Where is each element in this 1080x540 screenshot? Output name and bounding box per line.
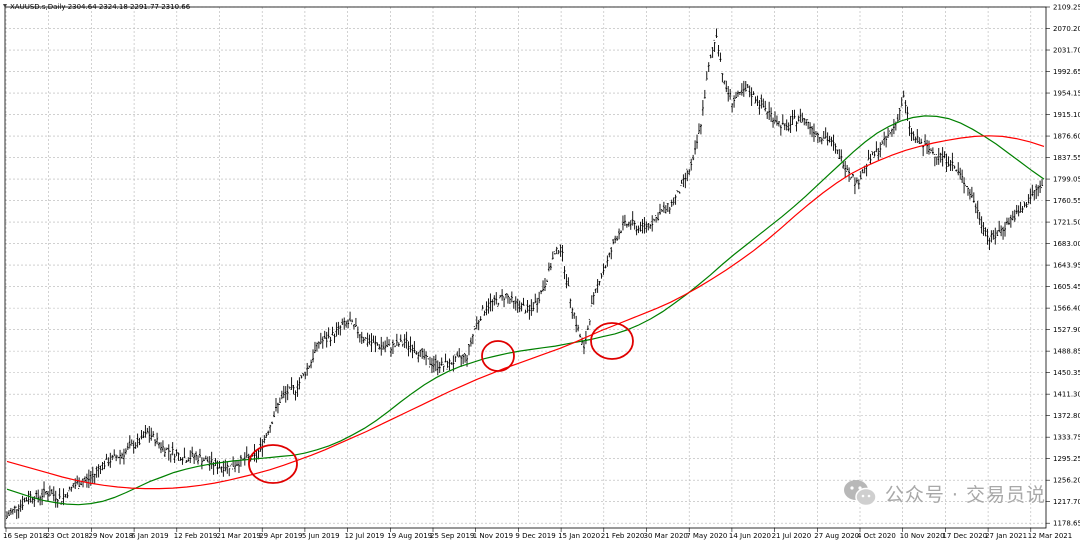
highlight-circle xyxy=(590,322,634,360)
ma-line-red xyxy=(6,135,1045,490)
y-tick-label: 2031.70 xyxy=(1053,47,1080,55)
x-tick-label: 30 Mar 2020 xyxy=(644,532,688,540)
ma-line-green xyxy=(6,115,1045,506)
y-tick-label: 1256.20 xyxy=(1053,477,1080,485)
x-tick-label: 21 Mar 2019 xyxy=(217,532,261,540)
x-tick-label: 4 Oct 2020 xyxy=(857,532,896,540)
x-tick-label: 27 Aug 2020 xyxy=(814,532,859,540)
x-tick-label: 21 Jul 2020 xyxy=(772,532,812,540)
x-tick-label: 12 Feb 2019 xyxy=(174,532,218,540)
watermark: 公众号 · 交易员说 xyxy=(843,478,1046,508)
x-tick-label: 12 Jul 2019 xyxy=(345,532,385,540)
x-tick-label: 12 Mar 2021 xyxy=(1028,532,1072,540)
x-tick-label: 16 Sep 2018 xyxy=(3,532,47,540)
y-tick-label: 1217.70 xyxy=(1053,498,1080,506)
y-tick-label: 1915.10 xyxy=(1053,111,1080,119)
x-tick-label: 9 Dec 2019 xyxy=(515,532,555,540)
x-tick-label: 15 Jan 2020 xyxy=(558,532,600,540)
y-tick-label: 1799.05 xyxy=(1053,176,1080,184)
x-tick-label: 21 Feb 2020 xyxy=(601,532,645,540)
grid xyxy=(5,6,1046,528)
highlight-circle xyxy=(481,340,515,372)
y-tick-label: 1527.90 xyxy=(1053,326,1080,334)
highlight-circle xyxy=(248,444,298,484)
collapse-icon[interactable] xyxy=(3,4,7,8)
x-tick-label: 25 Sep 2019 xyxy=(430,532,474,540)
x-tick-label: 17 Dec 2020 xyxy=(942,532,987,540)
x-tick-label: 5 Jun 2019 xyxy=(302,532,340,540)
y-tick-label: 2109.25 xyxy=(1053,4,1080,12)
x-tick-label: 1 Nov 2019 xyxy=(473,532,513,540)
wechat-icon xyxy=(843,478,877,508)
y-tick-label: 1566.40 xyxy=(1053,305,1080,313)
chart-title: XAUUSD.s,Daily 2304.64 2324.18 2291.77 2… xyxy=(10,3,191,11)
plot-frame xyxy=(4,6,1047,529)
x-tick-label: 19 Aug 2019 xyxy=(387,532,432,540)
x-tick-label: 29 Apr 2019 xyxy=(259,532,302,540)
y-tick-label: 1605.45 xyxy=(1053,283,1080,291)
price-bars xyxy=(6,28,1044,520)
y-tick-label: 1295.25 xyxy=(1053,455,1080,463)
y-tick-label: 1721.50 xyxy=(1053,219,1080,227)
y-tick-label: 1643.95 xyxy=(1053,262,1080,270)
x-tick-label: 14 Jun 2020 xyxy=(729,532,771,540)
x-tick-label: 29 Nov 2018 xyxy=(88,532,133,540)
moving-averages xyxy=(6,115,1045,506)
highlight-circles xyxy=(248,322,634,484)
y-tick-label: 2070.20 xyxy=(1053,25,1080,33)
y-tick-label: 1954.15 xyxy=(1053,90,1080,98)
x-tick-label: 6 Jan 2019 xyxy=(131,532,169,540)
x-tick-label: 7 May 2020 xyxy=(686,532,727,540)
x-tick-label: 23 Oct 2018 xyxy=(46,532,89,540)
y-tick-label: 1683.00 xyxy=(1053,240,1080,248)
y-tick-label: 1837.55 xyxy=(1053,154,1080,162)
y-tick-label: 1450.35 xyxy=(1053,369,1080,377)
watermark-text: 公众号 · 交易员说 xyxy=(884,483,1046,506)
y-tick-label: 1411.30 xyxy=(1053,391,1080,399)
y-tick-label: 1760.55 xyxy=(1053,197,1080,205)
axes: 2109.25 2070.20 2031.70 1992.65 1954.15 1915.… xyxy=(3,4,1080,540)
y-tick-label: 1876.60 xyxy=(1053,133,1080,141)
y-tick-label: 1992.65 xyxy=(1053,68,1080,76)
y-tick-label: 1178.65 xyxy=(1053,520,1080,528)
x-tick-label: 27 Jan 2021 xyxy=(985,532,1027,540)
y-tick-label: 1333.75 xyxy=(1053,434,1080,442)
x-tick-label: 10 Nov 2020 xyxy=(900,532,945,540)
y-tick-label: 1372.80 xyxy=(1053,412,1080,420)
y-tick-label: 1488.85 xyxy=(1053,348,1080,356)
